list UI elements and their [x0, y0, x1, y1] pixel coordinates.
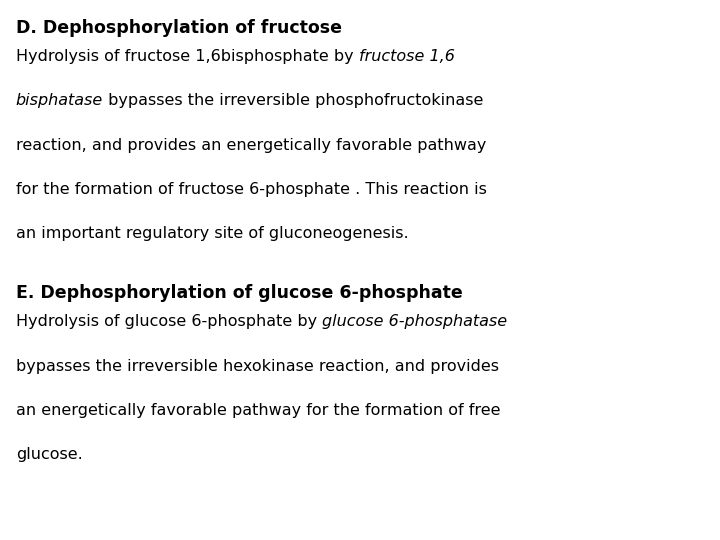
Text: Hydrolysis of fructose 1,6bisphosphate by: Hydrolysis of fructose 1,6bisphosphate b…	[16, 49, 359, 64]
Text: an energetically favorable pathway for the formation of free: an energetically favorable pathway for t…	[16, 403, 500, 418]
Text: reaction, and provides an energetically favorable pathway: reaction, and provides an energetically …	[16, 138, 486, 153]
Text: for the formation of fructose 6-phosphate . This reaction is: for the formation of fructose 6-phosphat…	[16, 182, 487, 197]
Text: bypasses the irreversible hexokinase reaction, and provides: bypasses the irreversible hexokinase rea…	[16, 359, 499, 374]
Text: Hydrolysis of glucose 6-phosphate by: Hydrolysis of glucose 6-phosphate by	[16, 314, 322, 329]
Text: bypasses the irreversible phosphofructokinase: bypasses the irreversible phosphofructok…	[103, 93, 483, 109]
Text: glucose 6-phosphatase: glucose 6-phosphatase	[322, 314, 507, 329]
Text: an important regulatory site of gluconeogenesis.: an important regulatory site of gluconeo…	[16, 226, 408, 241]
Text: bisphatase: bisphatase	[16, 93, 103, 109]
Text: D. Dephosphorylation of fructose: D. Dephosphorylation of fructose	[16, 19, 342, 37]
Text: glucose.: glucose.	[16, 447, 83, 462]
Text: E. Dephosphorylation of glucose 6-phosphate: E. Dephosphorylation of glucose 6-phosph…	[16, 284, 462, 302]
Text: fructose 1,6: fructose 1,6	[359, 49, 454, 64]
